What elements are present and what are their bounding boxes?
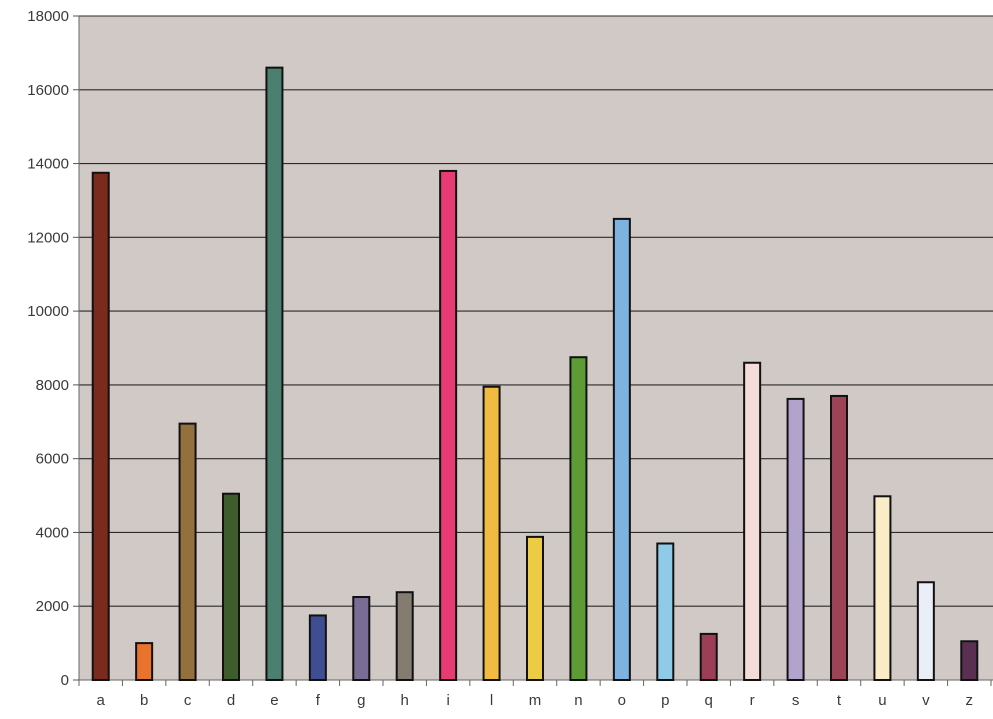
bar-m xyxy=(526,535,544,681)
x-category-label: e xyxy=(270,692,278,709)
bar-v xyxy=(916,581,935,681)
x-category-label: p xyxy=(661,692,669,709)
x-category-label: c xyxy=(184,692,192,709)
y-tick-label: 16000 xyxy=(27,82,69,99)
bar-z xyxy=(960,640,979,681)
x-category-label: v xyxy=(922,692,930,709)
bar-d xyxy=(222,492,240,682)
x-category-label: n xyxy=(574,692,582,709)
y-tick-label: 0 xyxy=(61,672,69,689)
x-category-label: d xyxy=(227,692,235,709)
y-tick-label: 6000 xyxy=(36,451,69,468)
bar-f xyxy=(308,614,327,682)
x-category-label: r xyxy=(750,692,755,709)
bar-a xyxy=(91,171,110,681)
bars xyxy=(91,66,979,682)
bar-n xyxy=(569,356,588,681)
bar-b xyxy=(135,642,154,681)
bar-c xyxy=(178,422,197,681)
x-category-label: o xyxy=(618,692,626,709)
x-category-label: b xyxy=(140,692,148,709)
y-axis: 0 2000 4000 6000 8000 10000 12000 14000 16000 180… xyxy=(27,8,80,689)
x-category-label: s xyxy=(792,692,800,709)
bar-o xyxy=(612,217,631,681)
y-tick-label: 18000 xyxy=(27,8,69,25)
bar-i xyxy=(439,169,458,682)
bar-p xyxy=(656,542,675,681)
x-category-label: a xyxy=(97,692,106,709)
x-category-label: q xyxy=(705,692,713,709)
bar-t xyxy=(830,394,848,681)
y-tick-label: 14000 xyxy=(27,156,69,173)
bar-l xyxy=(482,385,501,681)
y-tick-label: 10000 xyxy=(27,303,69,320)
y-tick-label: 12000 xyxy=(27,229,69,246)
y-tick-label: 2000 xyxy=(36,598,69,615)
bar-q xyxy=(699,632,718,682)
x-category-label: z xyxy=(966,692,974,709)
bar-s xyxy=(786,397,805,681)
x-category-label: u xyxy=(878,692,886,709)
x-category-label: g xyxy=(357,692,365,709)
y-tick-label: 4000 xyxy=(36,524,69,541)
bar-h xyxy=(395,591,414,682)
x-category-label: i xyxy=(446,692,449,709)
bar-u xyxy=(873,495,892,681)
x-category-label: h xyxy=(401,692,409,709)
x-category-label: f xyxy=(316,692,321,709)
x-category-label: l xyxy=(490,692,493,709)
bar-e xyxy=(265,66,284,681)
bar-g xyxy=(352,596,371,681)
x-category-label: m xyxy=(529,692,542,709)
bar-r xyxy=(743,361,762,681)
y-tick-label: 8000 xyxy=(36,377,69,394)
x-category-label: t xyxy=(837,692,842,709)
